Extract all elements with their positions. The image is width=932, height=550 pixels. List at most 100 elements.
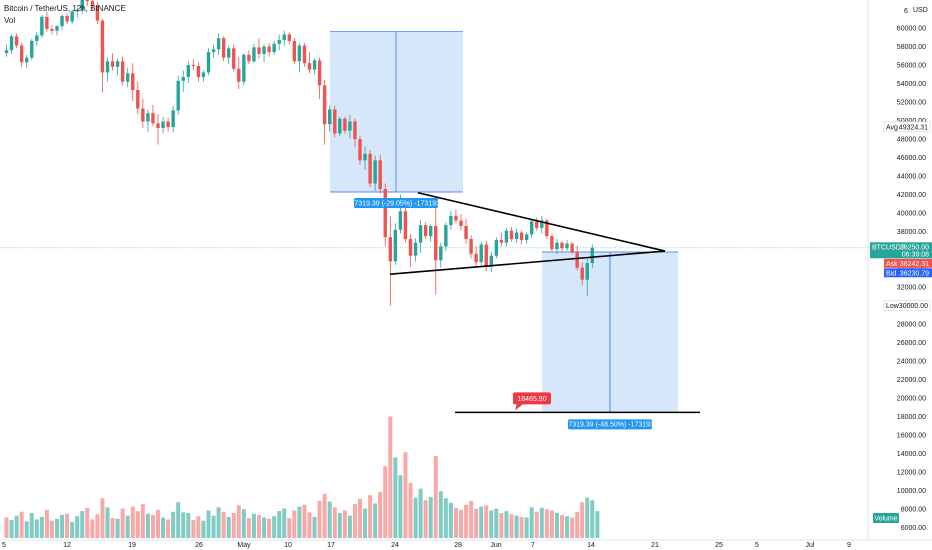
candle-body (146, 113, 150, 122)
time-tick-label: Jun (490, 542, 501, 549)
price-tick-label: 46000.00 (897, 155, 926, 162)
candle-body (30, 40, 34, 58)
volume-bar (115, 518, 120, 538)
measure-box-top (330, 31, 463, 192)
volume-bar (85, 507, 90, 538)
chart-header: Bitcoin / TetherUS, 12h, BINANCE Vol (4, 3, 126, 27)
volume-bar (150, 514, 155, 538)
price-tick-label: 38000.00 (897, 229, 926, 236)
volume-bar (554, 513, 559, 538)
avg-price-bg (883, 121, 931, 133)
volume-bar (262, 517, 267, 538)
price-tick-label: 44000.00 (897, 174, 926, 181)
time-tick-label: 10 (284, 542, 292, 549)
candle-body (383, 189, 387, 238)
volume-bar (39, 516, 44, 538)
target-callout-label: 18465.90 (517, 396, 546, 403)
volume-bar (75, 516, 80, 538)
volume-bar (251, 513, 256, 538)
volume-bar (145, 513, 150, 538)
candle-body (464, 226, 468, 240)
candle-body (570, 243, 574, 252)
ask-tag: Ask (886, 261, 898, 268)
candle-body (120, 61, 125, 82)
candle-body (216, 38, 221, 50)
time-tick-label: 19 (128, 542, 136, 549)
avg-price-value: 49324.31 (899, 124, 928, 131)
measure-boxes (330, 31, 678, 413)
candle-body (524, 234, 529, 240)
volume-bar (378, 491, 383, 538)
candle-body (434, 226, 438, 261)
candle-body (19, 45, 24, 63)
candle-body (423, 225, 428, 237)
volume-bar (211, 515, 216, 538)
candle-body (9, 36, 14, 51)
volume-bar (135, 511, 140, 538)
price-tick-label: 14000.00 (897, 451, 926, 458)
volume-bar (130, 506, 135, 538)
time-axis[interactable]: 5 12 19 26 May 10 17 24 28 Jun 7 14 21 25 5 Jul 9 (2, 542, 851, 549)
price-axis[interactable]: 60000.00 58000.00 56000.00 54000.00 52000.00… (870, 7, 932, 532)
volume-bar (90, 519, 95, 538)
low-price-bg (883, 300, 931, 311)
volume-bar (580, 502, 585, 538)
volume-bar (186, 513, 191, 538)
time-tick-label: Jul (806, 542, 815, 549)
volume-bar (34, 519, 39, 538)
volume-bar (322, 493, 327, 538)
candle-body (388, 237, 392, 262)
volume-bar (352, 504, 357, 538)
volume-bar (438, 491, 443, 538)
time-tick-label: 9 (847, 542, 851, 549)
volume-bar (166, 519, 171, 538)
symbol-name: BTCUSDT (872, 245, 906, 252)
price-tick-label: 54000.00 (897, 81, 926, 88)
volume-bar (317, 500, 322, 538)
volume-bar (494, 508, 499, 538)
volume-bar (418, 488, 423, 538)
volume-bar (479, 506, 484, 538)
candle-body (25, 57, 29, 63)
candle-body (585, 263, 589, 280)
candle-body (186, 65, 190, 78)
volume-bar (201, 520, 206, 538)
candle-body (60, 15, 64, 27)
volume-bar (226, 516, 231, 538)
candle-body (80, 0, 84, 11)
symbol-price-plate (870, 242, 932, 259)
volume-bar (524, 517, 529, 538)
candle-body (368, 153, 372, 184)
time-tick-label: 17 (327, 542, 335, 549)
symbol-price: 36250.00 (900, 245, 929, 252)
symbol-title: Bitcoin / TetherUS, 12h, BINANCE (4, 4, 126, 13)
candle-body (105, 61, 110, 73)
candle-body (540, 220, 544, 228)
volume-bar (287, 518, 292, 538)
candle-body (479, 244, 483, 263)
volume-bar (474, 508, 479, 538)
price-tick-label: 28000.00 (897, 322, 926, 329)
volume-bar (534, 511, 539, 538)
volume-bar (292, 510, 297, 538)
volume-bar (196, 516, 201, 538)
candle-body (535, 221, 539, 228)
candle-body (575, 251, 579, 268)
candle-body (252, 47, 256, 62)
volume-bar (312, 516, 317, 538)
candle-body (358, 139, 362, 161)
ask-plate (884, 258, 932, 268)
candle-body (560, 242, 564, 249)
candle-body (429, 226, 433, 237)
volume-bar (100, 498, 105, 538)
volume-bar (499, 513, 504, 538)
candle-body (499, 239, 504, 243)
volume-bar (257, 514, 261, 538)
price-tick-label-partial: 6 (904, 8, 908, 15)
candle-body (312, 60, 317, 70)
price-tick-label: 50000.00 (897, 118, 926, 125)
price-tick-label: 52000.00 (897, 100, 926, 107)
candle-body (449, 215, 453, 226)
candle-body (211, 49, 216, 53)
